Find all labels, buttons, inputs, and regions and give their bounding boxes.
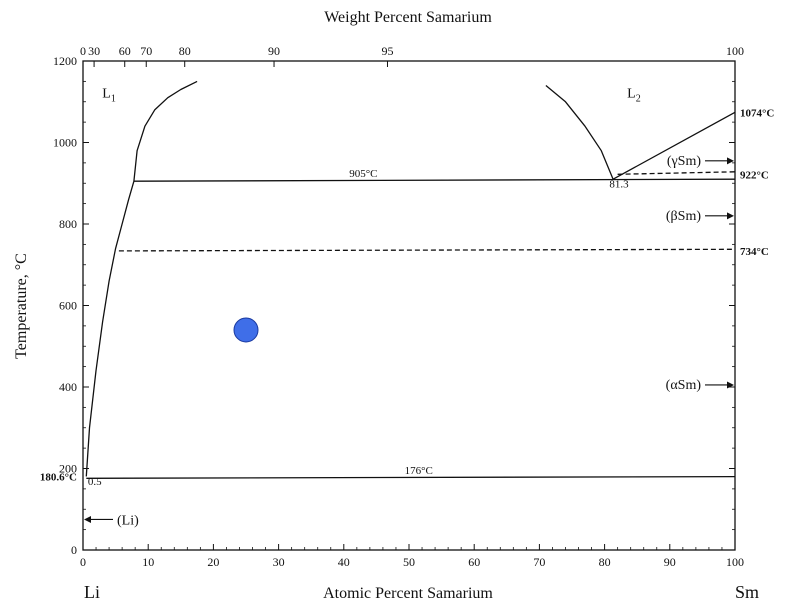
top-tick-label: 60 [119, 44, 131, 58]
x-tick-label: 0 [80, 555, 86, 569]
y-axis: 0 200 400 600 800 1000 1200 [53, 54, 735, 557]
point-layer [233, 317, 259, 343]
side-temperature-label: 922°C [740, 169, 769, 181]
top-tick-label: 0 [80, 44, 86, 58]
x-axis: 0 10 20 30 40 50 60 70 80 90 100 [80, 544, 744, 569]
y-tick-label: 600 [59, 299, 77, 313]
annotation-label: 0.5 [88, 476, 102, 488]
data-point [233, 317, 259, 343]
top-tick-label: 100 [726, 44, 744, 58]
phase-arrow-label: (αSm) [666, 378, 702, 393]
y-tick-label: 800 [59, 217, 77, 231]
side-temperature-label: 734°C [740, 246, 769, 258]
series-line-3 [545, 85, 614, 180]
top-tick-label: 30 [88, 44, 100, 58]
annotation-label: 905°C [349, 168, 377, 180]
top-axis: 0 30 60 70 80 90 95 100 [80, 44, 744, 67]
top-tick-label: 95 [381, 44, 393, 58]
annotation-label: L1 [102, 87, 116, 105]
series-line-5 [133, 178, 736, 182]
y-tick-label: 400 [59, 380, 77, 394]
right-end-label: Sm [735, 582, 759, 602]
li-arrow-head [84, 515, 91, 523]
x-tick-label: 90 [664, 555, 676, 569]
x-tick-label: 40 [338, 555, 350, 569]
side-temperature-label: 1074°C [740, 107, 774, 119]
y-tick-label: 1200 [53, 54, 77, 68]
y-axis-title: Temperature, °C [13, 253, 30, 359]
top-tick-label: 90 [268, 44, 280, 58]
x-tick-label: 80 [599, 555, 611, 569]
series-line-4 [612, 111, 736, 180]
top-tick-label: 70 [140, 44, 152, 58]
series-line-2 [85, 181, 135, 477]
series-line-7 [118, 248, 736, 252]
series-line-1 [133, 80, 198, 182]
phase-arrow-head [727, 381, 734, 389]
phase-arrow-label: (βSm) [666, 209, 701, 224]
series-layer [85, 80, 736, 479]
x-tick-label: 60 [468, 555, 480, 569]
phase-arrow-label: (γSm) [667, 154, 702, 169]
x-tick-label: 50 [403, 555, 415, 569]
x-axis-title: Atomic Percent Samarium [323, 585, 493, 602]
annotation-label: 176°C [405, 465, 433, 477]
x-tick-label: 10 [142, 555, 154, 569]
y-tick-label: 200 [59, 462, 77, 476]
left-end-label: Li [84, 582, 100, 602]
li-arrow-label: (Li) [117, 513, 139, 528]
annotation-label: L2 [627, 87, 641, 105]
phase-arrow-head [727, 157, 734, 165]
series-line-8 [86, 475, 736, 479]
side-temperature-label: 180.6°C [40, 471, 77, 483]
annotation-label: 81.3 [609, 178, 629, 190]
y-tick-label: 0 [71, 543, 77, 557]
x-tick-label: 30 [273, 555, 285, 569]
top-axis-title: Weight Percent Samarium [324, 9, 492, 26]
top-tick-label: 80 [179, 44, 191, 58]
x-tick-label: 20 [207, 555, 219, 569]
x-tick-label: 70 [533, 555, 545, 569]
x-tick-label: 100 [726, 555, 744, 569]
series-line-6 [617, 171, 736, 175]
annotation-layer: 905°C 176°C 81.3 0.5 L1 L2 1074°C 922°C 734°C 180… [40, 87, 774, 529]
phase-arrow-head [727, 212, 734, 220]
y-tick-label: 1000 [53, 136, 77, 150]
